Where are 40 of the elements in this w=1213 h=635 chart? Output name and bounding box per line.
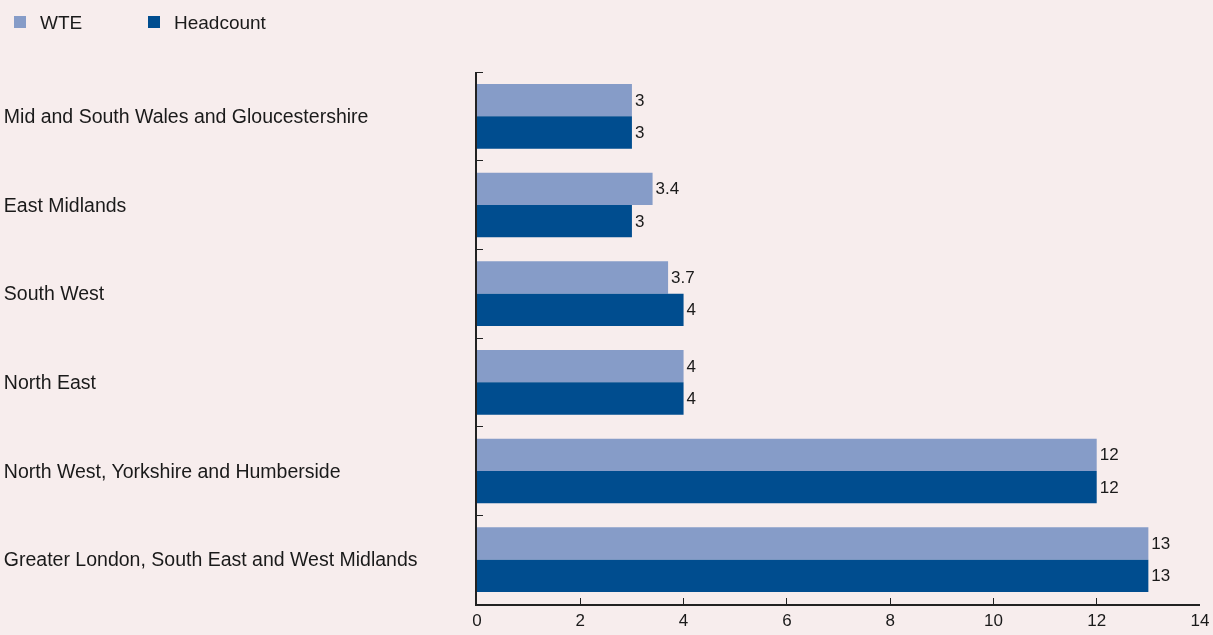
bar xyxy=(477,349,684,383)
x-tick-label: 2 xyxy=(575,611,586,631)
data-label: 13 xyxy=(1151,566,1171,586)
x-tick-label: 6 xyxy=(782,611,792,631)
x-tick-label: 14 xyxy=(1190,611,1210,631)
y-tick-label: East Midlands xyxy=(3,193,127,216)
bar xyxy=(477,261,669,294)
y-tick-label: South West xyxy=(3,282,105,305)
bar xyxy=(477,293,684,327)
x-tick-label: 12 xyxy=(1087,611,1107,631)
bar xyxy=(477,527,1149,560)
legend-label: WTE xyxy=(40,12,83,34)
data-label: 3.4 xyxy=(655,179,680,199)
data-label: 4 xyxy=(686,300,697,320)
y-tick-label: Mid and South Wales and Gloucestershire xyxy=(3,105,369,128)
bar xyxy=(477,172,653,205)
data-label: 3.7 xyxy=(671,267,695,287)
bar xyxy=(477,382,684,415)
data-label: 4 xyxy=(686,356,697,376)
y-tick-label: Greater London, South East and West Midlands xyxy=(3,548,418,571)
bar xyxy=(477,83,632,117)
x-tick-label: 8 xyxy=(885,611,895,631)
bar xyxy=(477,471,1097,504)
data-label: 3 xyxy=(634,90,645,110)
bar xyxy=(477,116,632,149)
y-tick-label: North West, Yorkshire and Humberside xyxy=(3,459,341,482)
x-tick-label: 4 xyxy=(678,611,689,631)
bar xyxy=(477,205,632,238)
x-tick-label: 0 xyxy=(472,611,482,631)
data-label: 3 xyxy=(634,211,645,231)
data-label: 3 xyxy=(634,123,645,143)
data-label: 12 xyxy=(1099,477,1119,497)
bar xyxy=(477,438,1097,471)
data-label: 12 xyxy=(1099,445,1119,465)
data-label: 4 xyxy=(686,389,697,409)
data-label: 13 xyxy=(1151,533,1171,553)
y-tick-label: North East xyxy=(3,371,97,394)
bar xyxy=(477,559,1149,593)
legend-label: Headcount xyxy=(174,12,267,34)
x-tick-label: 10 xyxy=(983,611,1003,631)
